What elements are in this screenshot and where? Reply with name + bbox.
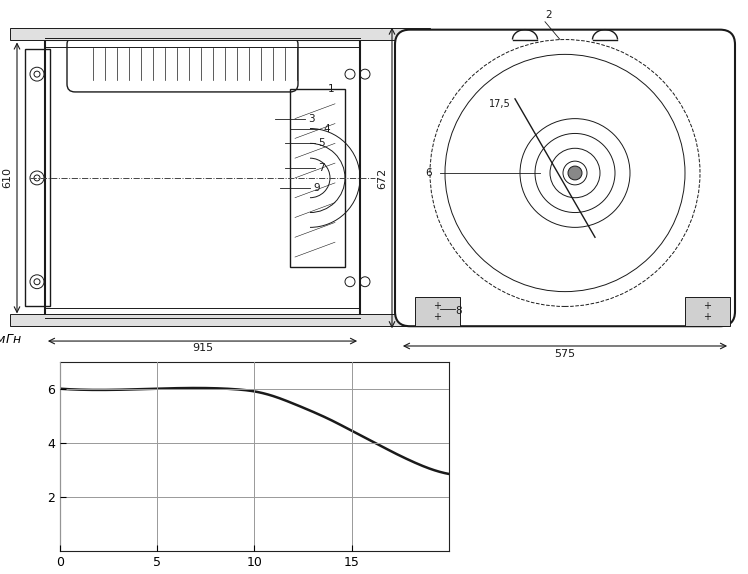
FancyBboxPatch shape xyxy=(67,37,298,92)
Text: 9: 9 xyxy=(313,183,319,193)
Bar xyxy=(685,297,730,326)
Text: 915: 915 xyxy=(192,343,213,353)
Bar xyxy=(25,49,50,307)
Text: 610: 610 xyxy=(2,168,12,188)
Text: 17,5: 17,5 xyxy=(489,99,511,109)
Text: 3: 3 xyxy=(308,114,315,123)
Bar xyxy=(415,297,460,326)
Bar xyxy=(10,315,430,326)
Text: +
+: + + xyxy=(703,301,711,322)
Text: 2: 2 xyxy=(545,10,551,20)
Bar xyxy=(45,40,360,316)
Circle shape xyxy=(568,166,582,180)
Text: 672: 672 xyxy=(377,167,387,189)
Text: 7: 7 xyxy=(318,163,325,173)
Text: +
+: + + xyxy=(433,301,441,322)
Bar xyxy=(10,28,430,40)
Text: 5: 5 xyxy=(318,138,325,148)
Text: 6: 6 xyxy=(425,168,432,178)
Text: 575: 575 xyxy=(554,349,575,359)
Text: 8: 8 xyxy=(455,307,462,316)
FancyBboxPatch shape xyxy=(395,30,735,326)
Bar xyxy=(290,89,345,267)
Text: 1: 1 xyxy=(328,84,334,94)
Y-axis label: $L$, мГн: $L$, мГн xyxy=(0,332,22,347)
Text: 4: 4 xyxy=(323,123,330,134)
